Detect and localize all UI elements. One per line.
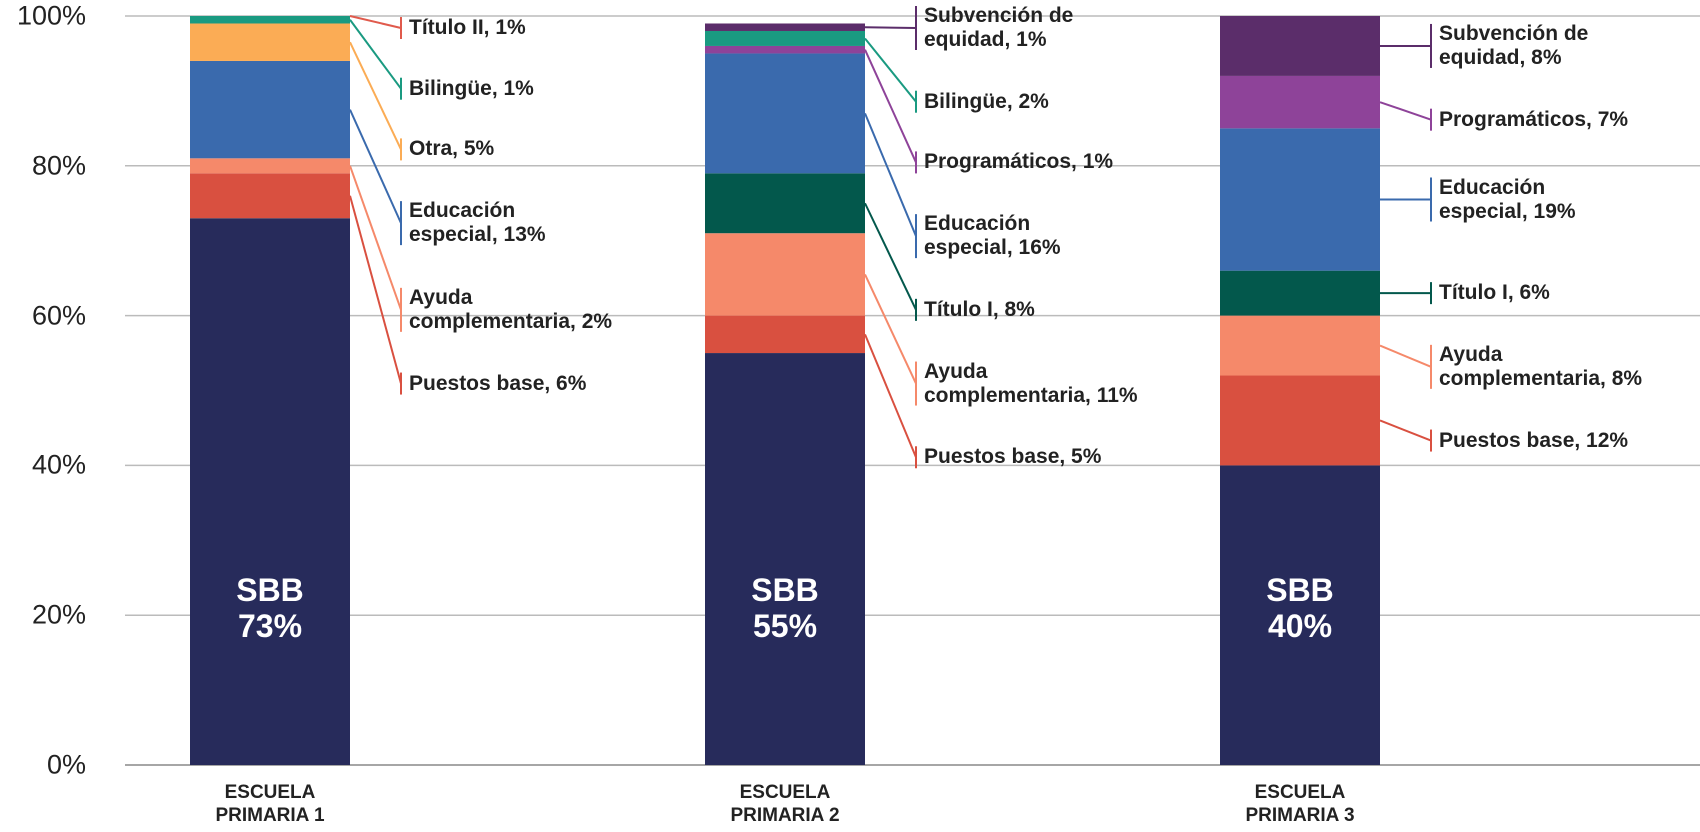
value-label: Título I, 6% [1439, 281, 1550, 305]
y-tick-label: 60% [31, 300, 86, 331]
value-label: SBB 73% [236, 571, 304, 644]
bar-segment [190, 60, 350, 159]
y-tick-label: 80% [31, 150, 86, 181]
bar-segment [190, 218, 350, 765]
leader-line [1379, 101, 1432, 121]
value-label: Otra, 5% [409, 137, 495, 161]
leader-line [864, 26, 917, 29]
value-label: Bilingüe, 1% [409, 76, 534, 100]
leader-line [864, 112, 917, 237]
bar-segment [1220, 75, 1380, 129]
leader-line [864, 333, 917, 458]
y-tick-label: 20% [31, 599, 86, 630]
value-label: Educación especial, 13% [409, 199, 546, 247]
bar-segment [1220, 315, 1380, 376]
value-label: Puestos base, 6% [409, 371, 587, 395]
leader-line [349, 19, 402, 90]
value-label: SBB 40% [1266, 571, 1334, 644]
value-label: Título II, 1% [409, 16, 526, 39]
leader-line [864, 49, 917, 163]
y-tick-label: 40% [31, 449, 86, 480]
leader-line [349, 109, 402, 224]
value-label: Programáticos, 7% [1439, 107, 1629, 131]
leader-line [349, 15, 402, 29]
value-label: Puestos base, 5% [924, 445, 1102, 469]
bar-segment [705, 45, 865, 54]
leader-line [864, 202, 917, 311]
bar-segment [190, 158, 350, 174]
bar-segment [1220, 465, 1380, 765]
value-label: Ayuda complementaria, 11% [924, 359, 1138, 407]
bar-segment [705, 315, 865, 354]
bar-segment [190, 23, 350, 61]
leader-line [1379, 419, 1432, 442]
value-label: SBB 55% [751, 571, 819, 644]
value-label: Ayuda complementaria, 2% [409, 285, 613, 333]
bar-segment [1220, 16, 1380, 76]
value-label: Título I, 8% [924, 297, 1035, 321]
x-tick-label: ESCUELA PRIMARIA 1 [215, 782, 325, 826]
value-label: Ayuda complementaria, 8% [1439, 342, 1643, 390]
value-label: Puestos base, 12% [1439, 428, 1629, 452]
leader-line [349, 165, 402, 311]
leader-line [349, 195, 402, 384]
bar-segment [1220, 270, 1380, 316]
leader-line [349, 41, 402, 150]
value-label: Subvención de equidad, 8% [1439, 21, 1589, 69]
bar-segment [1220, 128, 1380, 271]
bar-segment [190, 9, 350, 16]
bar-segment [705, 23, 865, 31]
value-label: Educación especial, 16% [924, 212, 1061, 260]
leader-line [864, 37, 917, 103]
x-tick-label: ESCUELA PRIMARIA 2 [730, 782, 840, 826]
x-tick-label: ESCUELA PRIMARIA 3 [1245, 782, 1355, 826]
y-tick-label: 100% [16, 0, 86, 31]
value-label: Educación especial, 19% [1439, 175, 1576, 223]
bar-segment [705, 30, 865, 46]
value-label: Bilingüe, 2% [924, 89, 1049, 113]
bar-segment [705, 53, 865, 174]
value-label: Programáticos, 1% [924, 150, 1114, 174]
bar-segment [705, 233, 865, 316]
bar-segment [190, 173, 350, 219]
y-tick-label: 0% [46, 749, 86, 780]
leader-line [1379, 344, 1432, 368]
bar-segment [705, 353, 865, 765]
bar-segment [705, 173, 865, 234]
bar-segment [190, 16, 350, 24]
leader-line [864, 273, 917, 384]
bar-segment [1220, 375, 1380, 466]
value-label: Subvención de equidad, 1% [924, 4, 1074, 51]
